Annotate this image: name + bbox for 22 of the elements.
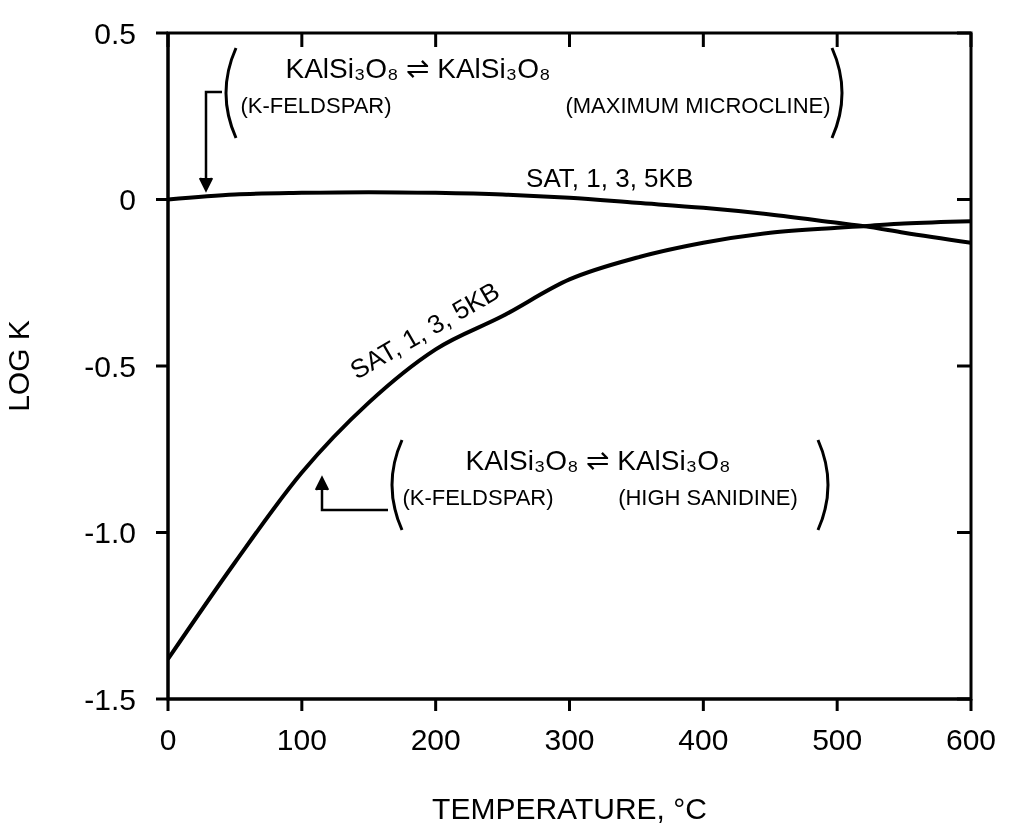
y-tick-label: -0.5 — [84, 349, 136, 383]
annotation: (MAXIMUM MICROCLINE) — [565, 93, 831, 118]
annotation: (K-FELDSPAR) — [402, 485, 554, 510]
y-axis-title: LOG K — [1, 320, 35, 412]
x-tick-label: 100 — [276, 723, 327, 757]
x-tick-label: 200 — [410, 723, 461, 757]
annotation: SAT, 1, 3, 5KB — [344, 275, 505, 386]
x-tick-label: 300 — [544, 723, 595, 757]
x-tick-label: 500 — [812, 723, 863, 757]
x-axis-title: TEMPERATURE, °C — [432, 792, 707, 825]
x-tick-label: 400 — [678, 723, 729, 757]
x-tick-label: 600 — [945, 723, 997, 757]
annotation: (HIGH SANIDINE) — [618, 485, 798, 510]
x-tick-label: 0 — [159, 723, 177, 757]
annotation: KAlSi₃O₈ ⇌ KAlSi₃O₈ — [285, 53, 551, 84]
annotation: (K-FELDSPAR) — [240, 93, 392, 118]
y-tick-label: 0 — [119, 183, 136, 217]
y-tick-label: 0.5 — [94, 16, 136, 50]
y-tick-label: -1.0 — [84, 516, 136, 550]
annotation: KAlSi₃O₈ ⇌ KAlSi₃O₈ — [465, 445, 731, 476]
y-tick-label: -1.5 — [84, 682, 136, 716]
annotation: SAT, 1, 3, 5KB — [526, 162, 694, 193]
